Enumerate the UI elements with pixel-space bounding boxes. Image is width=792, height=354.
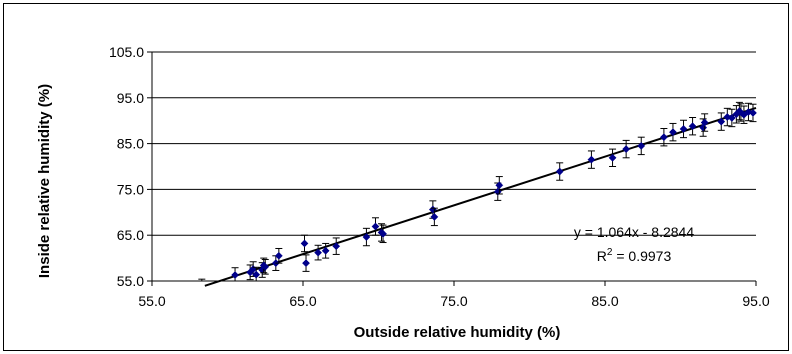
data-point (739, 105, 748, 124)
point-marker (727, 113, 736, 122)
point-marker (555, 167, 564, 176)
y-axis-title: Inside relative humidity (%) (36, 84, 53, 278)
data-point (717, 112, 726, 131)
point-marker (679, 124, 688, 133)
point-marker (430, 212, 439, 221)
x-tick-labels: 55.0 65.0 75.0 85.0 95.0 (138, 293, 769, 309)
point-marker (495, 181, 504, 190)
point-marker (688, 122, 697, 131)
point-marker (608, 153, 617, 162)
point-marker (587, 155, 596, 164)
data-point (371, 217, 380, 236)
point-marker (493, 187, 502, 196)
point-marker (314, 248, 323, 257)
grid-lines (152, 51, 756, 236)
data-point (555, 162, 564, 181)
point-marker (259, 261, 268, 270)
data-point (362, 227, 371, 247)
point-marker (668, 128, 677, 137)
y-tick-label: 105.0 (109, 44, 144, 60)
y-tick-label: 55.0 (117, 273, 144, 289)
point-marker (637, 141, 646, 150)
point-marker (300, 239, 309, 248)
y-tick-labels: 55.0 65.0 75.0 85.0 95.0 105.0 (109, 44, 144, 289)
point-marker (622, 145, 631, 154)
y-tick-label: 85.0 (117, 136, 144, 152)
r2-suffix: = 0.9973 (612, 248, 671, 264)
x-tick-label: 95.0 (742, 293, 769, 309)
point-marker (749, 108, 757, 117)
data-point (198, 278, 206, 281)
data-point (688, 116, 697, 136)
point-marker (332, 242, 341, 251)
data-point (332, 237, 341, 255)
r2-superscript: 2 (607, 247, 613, 258)
data-point (321, 242, 330, 259)
x-tick-label: 85.0 (591, 293, 618, 309)
scatter-chart: 55.0 65.0 75.0 85.0 95.0 55.0 65.0 75.0 85.0 95.… (36, 44, 770, 341)
data-point (379, 224, 387, 244)
axes (147, 51, 757, 286)
data-point (744, 102, 753, 122)
point-marker (249, 265, 258, 274)
point-marker (379, 229, 387, 238)
data-points (198, 101, 757, 281)
data-point (727, 108, 736, 128)
data-point (637, 136, 646, 156)
data-point (608, 148, 617, 167)
y-tick-label: 95.0 (117, 90, 144, 106)
point-marker (717, 117, 726, 126)
data-point (259, 257, 268, 274)
point-marker (744, 108, 753, 116)
point-marker (231, 271, 240, 279)
trendline-r-squared: R2 = 0.9973 (597, 247, 672, 264)
trendline-equation: y = 1.064x - 8.2844 (574, 224, 694, 240)
x-axis-title: Outside relative humidity (%) (354, 324, 561, 341)
chart-frame: 55.0 65.0 75.0 85.0 95.0 55.0 65.0 75.0 85.0 95.… (3, 3, 789, 351)
point-marker (302, 259, 310, 268)
data-point (587, 150, 596, 169)
data-point (679, 119, 688, 139)
point-marker (252, 270, 261, 279)
y-tick-label: 65.0 (117, 227, 144, 243)
point-marker (362, 233, 371, 241)
x-tick-label: 55.0 (138, 293, 165, 309)
data-point (274, 247, 283, 264)
point-marker (659, 133, 668, 142)
y-tick-label: 75.0 (117, 181, 144, 197)
x-tick-label: 75.0 (440, 293, 467, 309)
data-point (300, 234, 309, 253)
data-point (430, 207, 439, 227)
data-point (659, 127, 668, 147)
data-point (668, 122, 677, 142)
r2-prefix: R (597, 248, 607, 264)
point-marker (371, 222, 380, 231)
data-point (622, 139, 631, 159)
data-point (252, 266, 261, 281)
data-point (700, 113, 709, 132)
data-point (302, 254, 310, 272)
data-point (495, 176, 504, 195)
x-tick-label: 65.0 (289, 293, 316, 309)
data-point (314, 244, 323, 261)
data-point (231, 267, 240, 281)
point-marker (274, 251, 283, 260)
point-marker (321, 246, 330, 255)
data-point (749, 103, 757, 123)
point-marker (700, 118, 709, 127)
